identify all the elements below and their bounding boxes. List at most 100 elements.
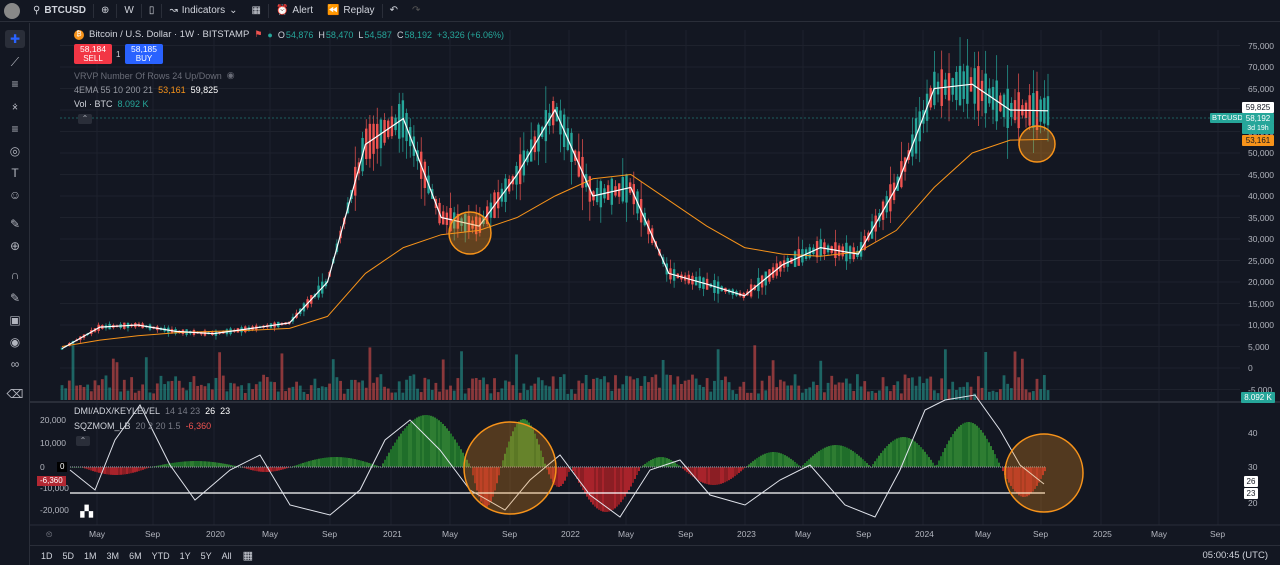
sqzmom-bar bbox=[428, 415, 430, 467]
sqzmom-bar bbox=[522, 419, 524, 467]
volume-bar bbox=[852, 391, 856, 400]
sqzmom-bar bbox=[134, 467, 136, 473]
sqzmom-bar bbox=[794, 461, 796, 467]
volume-legend[interactable]: Vol · BTC 8.092 K bbox=[74, 99, 149, 109]
timeframe-button[interactable]: 1D bbox=[41, 550, 53, 561]
sqzmom-bar bbox=[876, 458, 878, 467]
flag-icon[interactable]: ⚑ bbox=[254, 29, 263, 39]
hide-tool[interactable]: ◉ bbox=[5, 333, 25, 351]
timeframe-button[interactable]: 1Y bbox=[179, 550, 191, 561]
trend-line-tool[interactable]: ⟋ bbox=[5, 53, 25, 71]
icon-tool[interactable]: ☺ bbox=[5, 186, 25, 204]
crosshair-tool[interactable]: ✚ bbox=[5, 30, 25, 48]
interval-button[interactable]: W bbox=[117, 0, 140, 22]
lock-tool[interactable]: ▣ bbox=[5, 311, 25, 329]
timeframe-button[interactable]: 5D bbox=[62, 550, 75, 561]
templates-button[interactable]: ▦ bbox=[245, 0, 268, 22]
sqzmom-bar bbox=[244, 467, 246, 469]
remove-tool[interactable]: ⌫ bbox=[5, 385, 25, 403]
sqzmom-bar bbox=[182, 461, 184, 467]
ohlc-low: 54,587 bbox=[364, 29, 392, 40]
undo-button[interactable]: ↶ bbox=[383, 0, 405, 22]
volume-bar bbox=[998, 389, 1002, 400]
link-tool[interactable]: ∞ bbox=[5, 355, 25, 373]
sqzmom-bar bbox=[1000, 467, 1002, 468]
sqzmom-bar bbox=[686, 467, 688, 473]
compare-button[interactable]: ⊕ bbox=[94, 0, 116, 22]
sqzmom-bar bbox=[960, 424, 962, 467]
buy-button[interactable]: 58,185 BUY bbox=[125, 44, 163, 64]
utc-clock[interactable]: 05:00:45 (UTC) bbox=[1202, 550, 1268, 561]
sqzmom-bar bbox=[790, 458, 792, 467]
volume-bar bbox=[892, 385, 896, 400]
price-axis-label: 70,000 bbox=[1248, 62, 1274, 72]
sqzmom-legend[interactable]: SQZMOM_LB 20 2 20 1.5 -6,360 bbox=[74, 421, 211, 431]
sqzmom-bar bbox=[910, 438, 912, 467]
sqzmom-name: SQZMOM_LB bbox=[74, 421, 131, 431]
volume-bar bbox=[416, 388, 419, 400]
sqzmom-bar bbox=[756, 458, 758, 467]
timeframe-button[interactable]: 5Y bbox=[200, 550, 212, 561]
stay-drawing-tool[interactable]: ✎ bbox=[5, 289, 25, 307]
ema-fast-tag: 59,825 bbox=[1242, 102, 1274, 113]
symbol-search-button[interactable]: ⚲ BTCUSD bbox=[26, 0, 93, 22]
ema-legend[interactable]: 4EMA 55 10 200 21 53,161 59,825 bbox=[74, 85, 218, 95]
sqzmom-bar bbox=[692, 467, 694, 477]
eye-slash-icon[interactable]: ◉ bbox=[226, 70, 235, 80]
chart-type-button[interactable]: ▯ bbox=[142, 0, 162, 22]
collapse-legend-button[interactable]: ⌃ bbox=[78, 114, 92, 124]
chevron-up-icon: ⌃ bbox=[81, 114, 89, 123]
vrvp-legend[interactable]: VRVP Number Of Rows 24 Up/Down ◉ bbox=[74, 70, 235, 81]
sqzmom-bar bbox=[118, 467, 120, 475]
calendar-icon[interactable]: ▦ bbox=[242, 550, 254, 562]
sqzmom-bar bbox=[540, 450, 542, 467]
timezone-icon[interactable]: ⧀ bbox=[46, 530, 53, 539]
zoom-tool[interactable]: ⊕ bbox=[5, 237, 25, 255]
sell-button[interactable]: 58,184 SELL bbox=[74, 44, 112, 64]
timeframe-button[interactable]: All bbox=[221, 550, 232, 561]
timeframe-button[interactable]: YTD bbox=[151, 550, 170, 561]
text-tool[interactable]: T bbox=[5, 164, 25, 182]
fib-tool[interactable]: ≡ bbox=[5, 75, 25, 93]
volume-bar bbox=[936, 393, 940, 400]
volume-bar bbox=[1002, 375, 1006, 400]
sqzmom-bar bbox=[704, 467, 706, 484]
sqzmom-bar bbox=[842, 446, 844, 467]
sqzmom-bar bbox=[110, 467, 112, 475]
timeframe-button[interactable]: 6M bbox=[129, 550, 142, 561]
timeframe-button[interactable]: 3M bbox=[106, 550, 120, 561]
forecast-tool[interactable]: ≡ bbox=[5, 120, 25, 138]
volume-bar bbox=[100, 379, 104, 400]
collapse-pane-legend-button[interactable]: ⌃ bbox=[76, 436, 90, 446]
volume-bar bbox=[188, 382, 192, 400]
magnet-tool[interactable]: ∩ bbox=[5, 266, 25, 284]
sqzmom-bar bbox=[476, 467, 478, 491]
sqzmom-bar bbox=[634, 467, 636, 479]
sqzmom-bar bbox=[230, 464, 232, 467]
volume-bar bbox=[408, 375, 412, 400]
sqzmom-bar bbox=[564, 467, 566, 481]
sqzmom-bar bbox=[218, 462, 220, 467]
sqzmom-bar bbox=[538, 444, 540, 467]
sqzmom-bar bbox=[744, 467, 746, 468]
sqzmom-bar bbox=[424, 415, 426, 467]
tradingview-logo[interactable]: ▗▚ bbox=[76, 506, 93, 518]
symbol-title[interactable]: Bitcoin / U.S. Dollar · 1W · BITSTAMP bbox=[89, 29, 250, 40]
dmi-legend[interactable]: DMI/ADX/KEYLEVEL 14 14 23 26 23 bbox=[74, 406, 230, 416]
replay-button[interactable]: ⏪ Replay bbox=[320, 0, 382, 22]
timeframe-button[interactable]: 1M bbox=[84, 550, 97, 561]
alert-button[interactable]: ⏰ Alert bbox=[269, 0, 320, 22]
measure-tool[interactable]: ✎ bbox=[5, 215, 25, 233]
chevron-down-icon[interactable]: ⌄ bbox=[229, 5, 238, 16]
redo-button[interactable]: ↷ bbox=[405, 0, 427, 22]
sqzmom-bar bbox=[736, 467, 738, 475]
indicators-button[interactable]: ↝ Indicators ⌄ bbox=[162, 0, 244, 22]
avatar[interactable] bbox=[4, 2, 20, 19]
brush-tool[interactable]: ◎ bbox=[5, 142, 25, 160]
volume-bar bbox=[562, 374, 566, 400]
sqzmom-bar bbox=[178, 462, 180, 467]
sqzmom-bar bbox=[1038, 467, 1040, 483]
volume-bar bbox=[485, 384, 489, 400]
pattern-tool[interactable]: ⨰ bbox=[5, 97, 25, 115]
